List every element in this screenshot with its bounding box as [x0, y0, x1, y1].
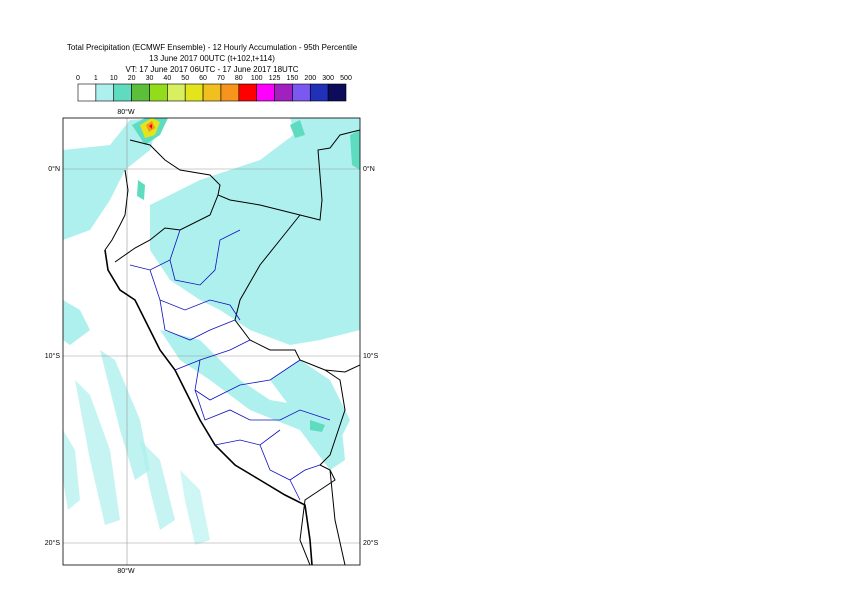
legend-label: 0 [76, 75, 80, 82]
lat-label: 0°N [363, 165, 375, 173]
lat-label: 20°S [45, 539, 61, 547]
legend-swatch [77, 83, 97, 102]
legend-swatch [274, 83, 293, 102]
title-line: VT: 17 June 2017 06UTC - 17 June 2017 18… [126, 65, 299, 74]
legend-swatch [167, 83, 186, 102]
legend-swatch [202, 83, 222, 102]
legend-label: 300 [322, 75, 334, 82]
legend-label: 80 [235, 75, 243, 82]
legend-swatch [256, 83, 275, 102]
map-frame [62, 117, 361, 566]
lat-label: 0°N [48, 165, 60, 173]
legend-swatch [95, 83, 115, 102]
legend-swatch [309, 83, 329, 102]
legend: 0 1 10 20 30 40 50 60 70 80 100 125 150 200 300 500 [76, 75, 352, 102]
legend-swatch [131, 83, 150, 102]
map [63, 118, 360, 565]
precip-field [63, 118, 360, 545]
legend-label: 200 [304, 75, 316, 82]
legend-label: 150 [287, 75, 299, 82]
legend-label: 60 [199, 75, 207, 82]
lat-label: 10°S [363, 352, 379, 360]
legend-label: 500 [340, 75, 352, 82]
legend-swatch [327, 83, 347, 102]
legend-swatch [113, 83, 132, 102]
title-line: 13 June 2017 00UTC (t+102,t+114) [149, 54, 275, 63]
precip-peak [140, 118, 160, 138]
legend-swatch [149, 83, 168, 102]
legend-label: 70 [217, 75, 225, 82]
lon-label: 80°W [117, 567, 135, 575]
legend-label: 1 [94, 75, 98, 82]
lat-label: 10°S [45, 352, 61, 360]
legend-label: 40 [163, 75, 171, 82]
regions [129, 229, 331, 501]
lat-label: 20°S [363, 539, 379, 547]
coastline [104, 249, 313, 565]
lon-label: 80°W [117, 108, 135, 116]
legend-label: 50 [181, 75, 189, 82]
legend-label: 30 [146, 75, 154, 82]
legend-label: 10 [110, 75, 118, 82]
legend-swatch [292, 83, 311, 102]
legend-swatch [184, 83, 204, 102]
legend-swatch [238, 83, 257, 102]
legend-label: 20 [128, 75, 136, 82]
legend-swatch [220, 83, 240, 102]
legend-label: 100 [251, 75, 263, 82]
title-line: Total Precipitation (ECMWF Ensemble) - 1… [67, 43, 358, 52]
legend-label: 125 [269, 75, 281, 82]
borders [104, 129, 360, 565]
